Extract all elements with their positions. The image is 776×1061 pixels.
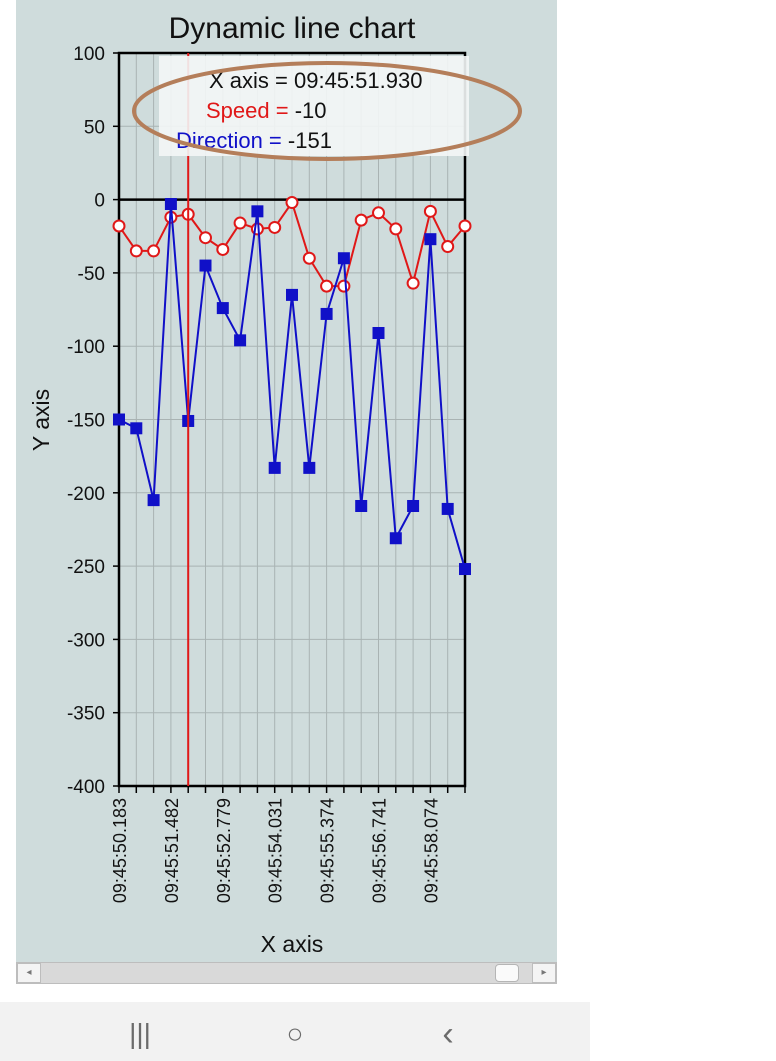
y-tick-label: -350 — [67, 704, 105, 725]
direction-point — [130, 422, 143, 435]
tooltip-speed-label: Speed = — [206, 98, 295, 123]
speed-point — [302, 251, 316, 265]
direction-point — [407, 499, 420, 512]
cursor-tooltip: X axis = 09:45:51.930 Speed = -10 Direct… — [132, 56, 522, 161]
tooltip-speed-line: Speed = -10 — [206, 98, 326, 123]
speed-point — [233, 216, 247, 230]
speed-point — [129, 244, 143, 258]
direction-point — [147, 494, 160, 507]
axis-layer: 100500-50-100-150-200-250-300-350-40009:… — [67, 44, 467, 903]
x-tick-label: 09:45:58.074 — [421, 798, 441, 903]
tooltip-direction-value: -151 — [288, 128, 332, 153]
direction-point — [216, 302, 229, 315]
speed-point — [372, 206, 385, 220]
tooltip-speed-value: -10 — [295, 98, 327, 123]
direction-point — [424, 233, 437, 246]
home-icon[interactable]: ○ — [286, 1018, 304, 1049]
tooltip-x-value: X axis = 09:45:51.930 — [209, 68, 422, 93]
direction-point — [441, 502, 454, 515]
x-tick-label: 09:45:54.031 — [266, 798, 286, 903]
android-nav-bar: ||| ○ ‹ — [0, 1002, 590, 1061]
speed-point — [147, 244, 161, 258]
direction-point — [389, 532, 402, 545]
speed-point — [285, 196, 299, 210]
direction-point — [372, 327, 385, 340]
grid-layer — [118, 52, 466, 787]
x-tick-label: 09:45:52.779 — [214, 798, 234, 903]
horizontal-scrollbar[interactable]: ◂ ▸ — [16, 962, 557, 984]
x-axis-title: X axis — [261, 931, 324, 957]
back-icon[interactable]: ‹ — [442, 1015, 454, 1053]
tooltip-direction-line: Direction = -151 — [176, 128, 332, 153]
series-layer — [112, 196, 472, 576]
y-tick-label: -400 — [67, 777, 105, 798]
direction-point — [199, 259, 212, 272]
direction-point — [355, 499, 368, 512]
speed-point — [199, 231, 212, 245]
speed-point — [216, 242, 230, 256]
y-tick-label: -50 — [78, 264, 105, 285]
scroll-left-arrow-icon[interactable]: ◂ — [17, 963, 41, 983]
direction-point — [234, 334, 247, 347]
speed-point — [441, 240, 455, 254]
line-chart[interactable]: 100500-50-100-150-200-250-300-350-40009:… — [16, 0, 557, 962]
direction-point — [303, 461, 316, 474]
direction-point — [459, 563, 471, 576]
recent-apps-icon[interactable]: ||| — [129, 1018, 151, 1049]
y-tick-label: -100 — [67, 337, 105, 358]
tooltip-highlight-ellipse — [132, 61, 522, 161]
scroll-right-arrow-icon[interactable]: ▸ — [532, 963, 556, 983]
direction-point — [164, 197, 177, 210]
y-tick-label: -250 — [67, 557, 105, 578]
direction-point — [320, 307, 333, 320]
y-tick-label: 50 — [84, 117, 105, 138]
direction-point — [286, 288, 298, 301]
x-tick-label: 09:45:51.482 — [162, 798, 182, 903]
speed-point — [406, 276, 420, 290]
direction-point — [113, 413, 125, 426]
y-tick-label: -300 — [67, 630, 105, 651]
y-tick-label: -200 — [67, 484, 105, 505]
speed-point — [423, 204, 437, 218]
x-tick-label: 09:45:55.374 — [318, 798, 338, 903]
y-tick-label: 100 — [73, 44, 105, 65]
chart-panel: 100 50 0 -50 -100 -150 -200 -250 -300 -350 -400 09:… — [16, 0, 557, 962]
chart-title: Dynamic line chart — [169, 12, 416, 45]
direction-point — [337, 252, 350, 265]
speed-point — [354, 213, 368, 227]
scrollbar-thumb[interactable] — [495, 964, 519, 982]
direction-point — [251, 205, 264, 218]
y-tick-label: -150 — [67, 411, 105, 432]
speed-point — [112, 219, 126, 233]
x-tick-label: 09:45:50.183 — [110, 798, 130, 903]
speed-point — [320, 279, 334, 293]
speed-point — [389, 222, 403, 236]
speed-point — [458, 219, 472, 233]
direction-point — [268, 461, 281, 474]
tooltip-direction-label: Direction = — [176, 128, 288, 153]
y-axis-title: Y axis — [28, 389, 54, 451]
speed-point — [337, 279, 351, 293]
speed-point — [268, 220, 282, 234]
x-tick-label: 09:45:56.741 — [370, 798, 390, 903]
y-tick-label: 0 — [94, 191, 105, 212]
